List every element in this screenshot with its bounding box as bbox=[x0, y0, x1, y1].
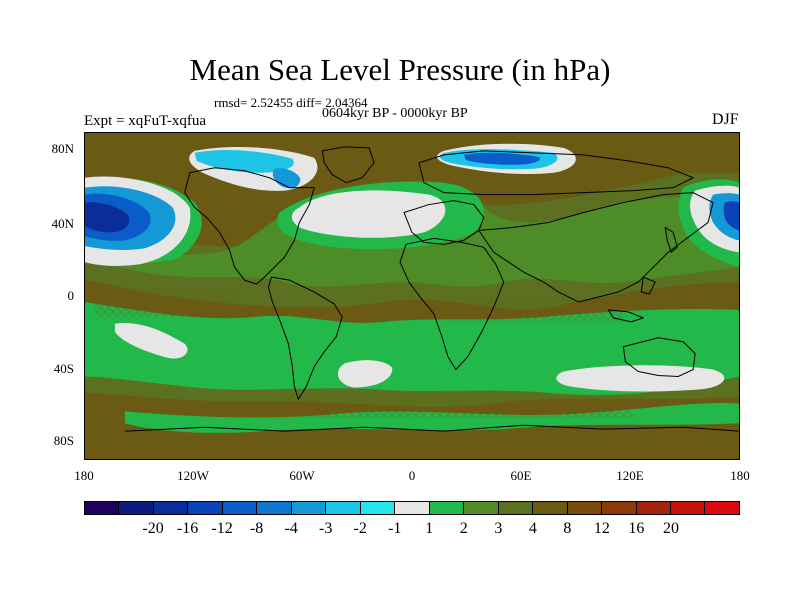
colorbar-swatch bbox=[153, 502, 189, 514]
y-tick-40s: 40S bbox=[53, 361, 74, 376]
hatch-region-tropical-pacific bbox=[94, 287, 235, 317]
colorbar-label: -8 bbox=[249, 520, 264, 537]
colorbar-swatch bbox=[670, 502, 706, 514]
colorbar-swatch bbox=[705, 502, 739, 514]
coastlines bbox=[124, 146, 739, 432]
colorbar-label: -1 bbox=[388, 520, 402, 537]
colorbar-label: -3 bbox=[319, 520, 333, 537]
plot-title: Mean Sea Level Pressure (in hPa) bbox=[189, 52, 611, 87]
colorbar-label: 3 bbox=[494, 520, 503, 537]
x-tick-0: 0 bbox=[408, 468, 416, 483]
colorbar-label: 16 bbox=[628, 520, 645, 537]
colorbar-label: -4 bbox=[284, 520, 298, 537]
neutral-region-natlantic bbox=[291, 190, 446, 238]
colorbar-swatch bbox=[291, 502, 327, 514]
pressure-anomaly-map bbox=[84, 132, 740, 460]
hatch-region-tropical-indian bbox=[443, 296, 624, 322]
season-label: DJF bbox=[712, 111, 739, 128]
colorbar-label: 2 bbox=[459, 520, 468, 537]
colorbar-swatch bbox=[222, 502, 258, 514]
x-tick-180-right: 180 bbox=[730, 468, 750, 483]
colorbar-swatch bbox=[395, 502, 430, 514]
colorbar-swatch bbox=[188, 502, 223, 514]
neutral-region-satlantic bbox=[337, 360, 393, 388]
x-tick-60w: 60W bbox=[289, 468, 315, 483]
colorbar-swatch bbox=[636, 502, 671, 514]
colorbar-label: 1 bbox=[425, 520, 434, 537]
x-tick-180-left: 180 bbox=[74, 468, 94, 483]
colorbar-swatch bbox=[533, 502, 568, 514]
x-tick-60e: 60E bbox=[510, 468, 532, 483]
y-tick-80s: 80S bbox=[53, 433, 74, 448]
x-tick-120w: 120W bbox=[177, 468, 209, 483]
colorbar-swatch bbox=[257, 502, 292, 514]
colorbar-label: -16 bbox=[176, 520, 199, 537]
experiment-label: Expt = xqFuT-xqfua bbox=[84, 113, 207, 129]
colorbar-label: -2 bbox=[353, 520, 367, 537]
colorbar-swatch bbox=[360, 502, 396, 514]
colorbar-swatch bbox=[464, 502, 499, 514]
colorbar-swatch bbox=[602, 502, 637, 514]
neutral-region-sindian bbox=[556, 365, 725, 392]
time-period-label: 0604kyr BP - 0000kyr BP bbox=[322, 106, 468, 121]
colorbar bbox=[84, 501, 740, 515]
rmsd-diff-stats: rmsd= 2.52455 diff= 2.04364 bbox=[214, 95, 368, 110]
colorbar-label: 20 bbox=[662, 520, 679, 537]
colorbar-swatch bbox=[498, 502, 534, 514]
colorbar-swatch bbox=[567, 502, 603, 514]
neutral-region-spacific bbox=[114, 323, 188, 359]
colorbar-label: 8 bbox=[563, 520, 572, 537]
x-tick-120e: 120E bbox=[616, 468, 644, 483]
negative-region-arctic-canada bbox=[194, 150, 294, 173]
colorbar-label: 12 bbox=[593, 520, 610, 537]
colorbar-label: -12 bbox=[211, 520, 233, 537]
colorbar-label: 4 bbox=[528, 520, 537, 537]
colorbar-swatch bbox=[429, 502, 465, 514]
y-tick-80n: 80N bbox=[51, 141, 74, 156]
y-tick-0: 0 bbox=[67, 288, 75, 303]
y-tick-40n: 40N bbox=[51, 216, 74, 231]
colorbar-swatch bbox=[85, 502, 120, 514]
colorbar-label: -20 bbox=[142, 520, 164, 537]
hatch-region-southern-ocean bbox=[284, 393, 634, 419]
colorbar-swatch bbox=[119, 502, 154, 514]
colorbar-swatch bbox=[326, 502, 361, 514]
